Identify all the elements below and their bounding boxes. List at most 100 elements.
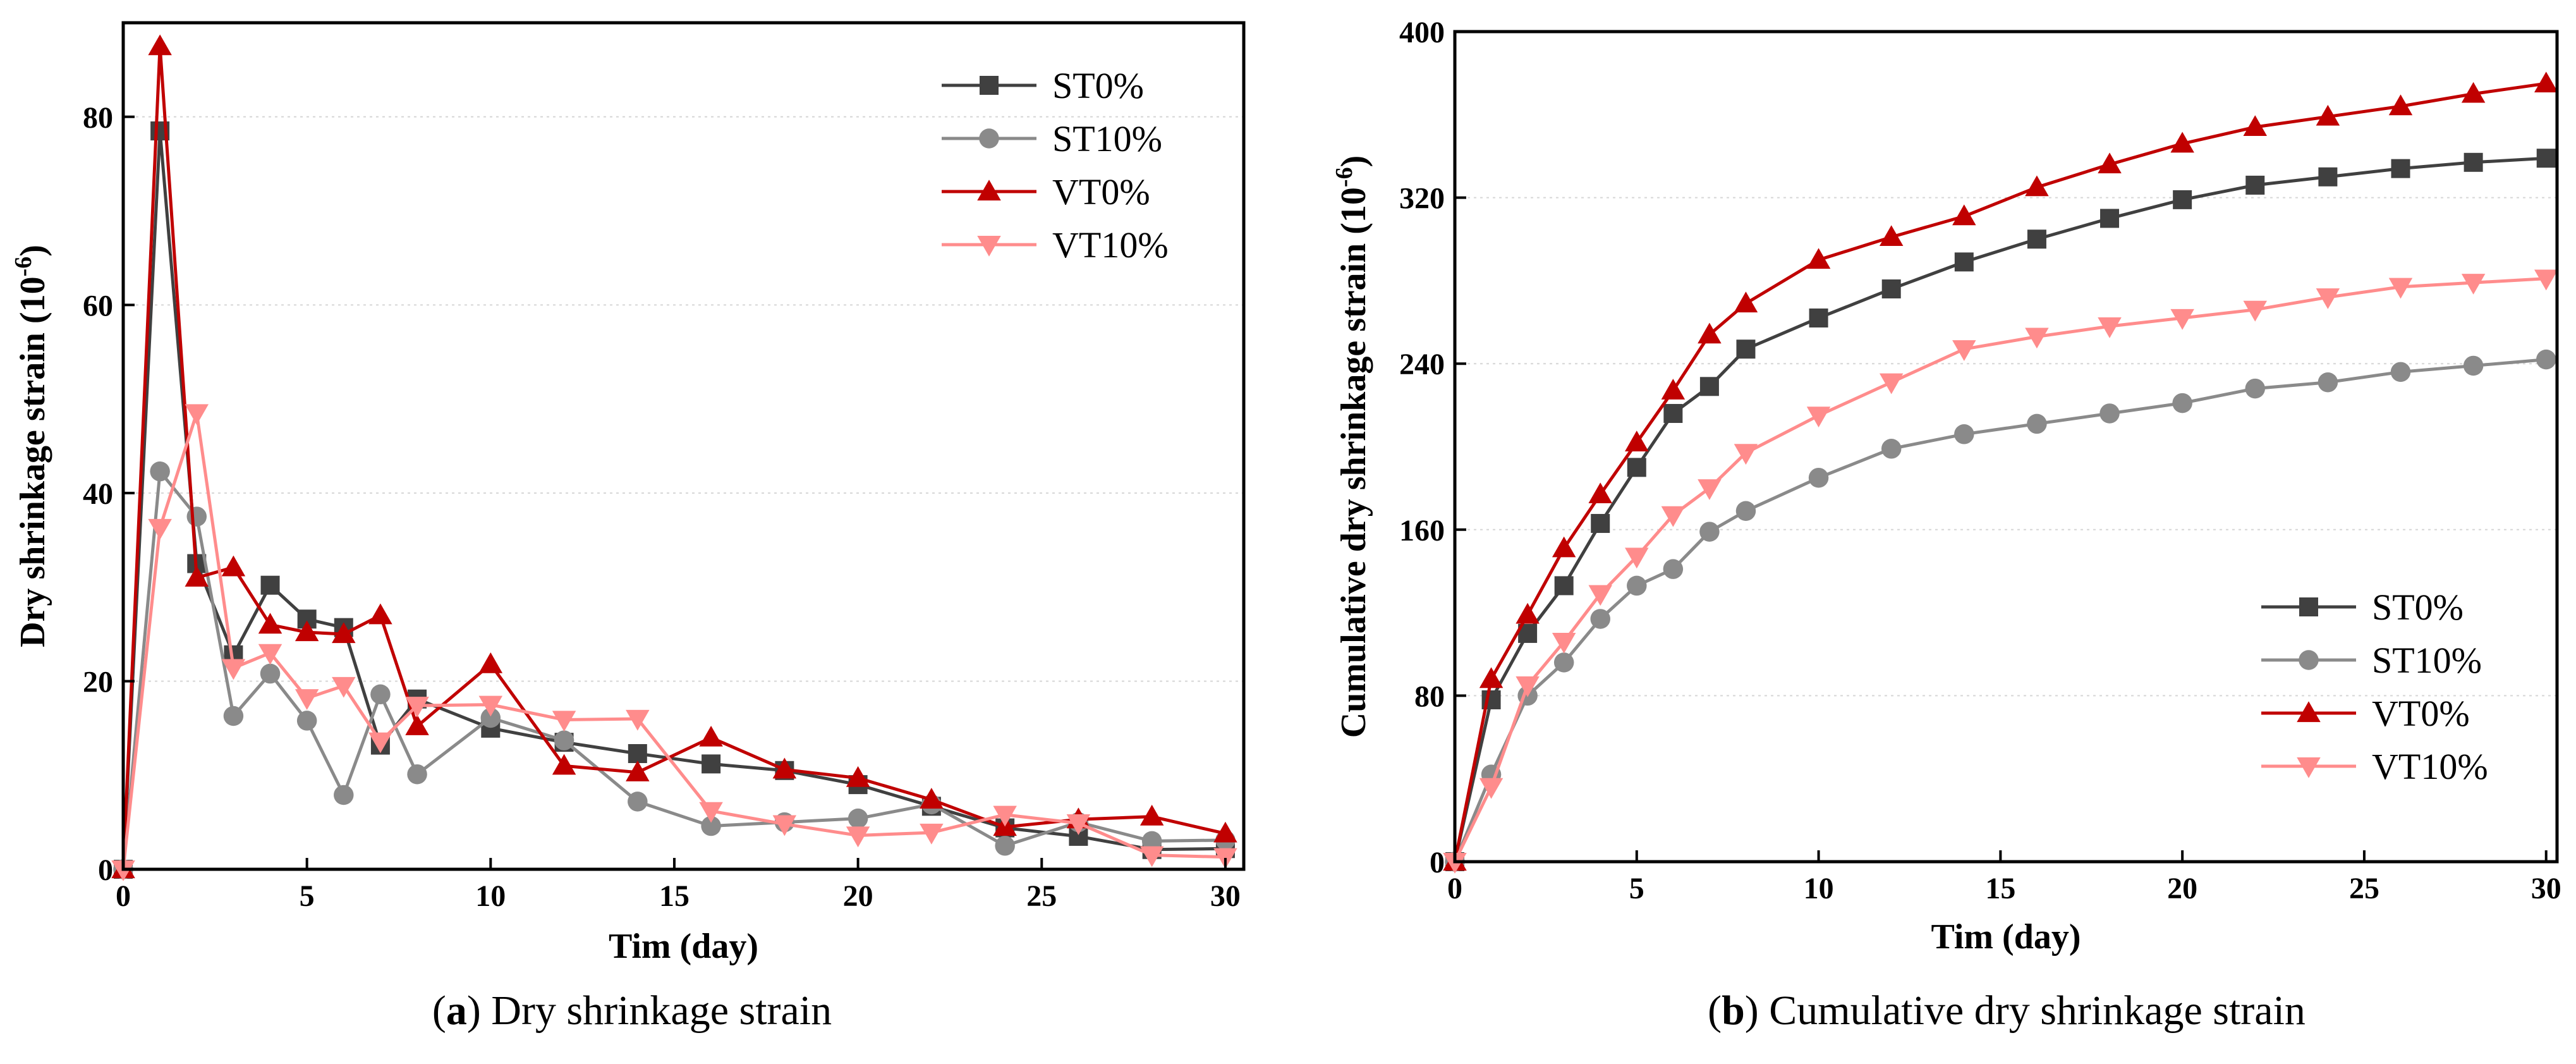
series-line-VT0% xyxy=(1453,82,2547,862)
data-point-ST0% xyxy=(2245,175,2265,195)
data-point-VT0% xyxy=(185,566,209,587)
data-point-ST0% xyxy=(2536,149,2556,168)
data-point-VT0% xyxy=(2025,175,2049,197)
data-point-ST10% xyxy=(2172,393,2192,413)
data-point-ST10% xyxy=(1735,501,1756,522)
y-tick-label: 0 xyxy=(98,853,113,887)
data-point-VT10% xyxy=(185,404,209,425)
x-tick-label: 10 xyxy=(475,879,506,913)
data-point-ST10% xyxy=(1627,575,1647,596)
panel-a-chart: 0 5 10 15 20 25 30 0 20 40 60 80 Tim (day) Dry shrink… xyxy=(10,21,1246,1034)
x-tick-label: 25 xyxy=(2349,872,2379,905)
data-point-VT0% xyxy=(1552,536,1576,558)
panel-caption: (a) Dry shrinkage strain xyxy=(432,988,832,1034)
legend-marker-ST10% xyxy=(2299,650,2319,670)
legend-marker-VT0% xyxy=(2297,701,2321,723)
panel-b-chart: 0 5 10 15 20 25 30 0 80 160 240 320 400 Tim (day) Cumu… xyxy=(1331,16,2561,1034)
data-point-VT10% xyxy=(1806,407,1831,428)
data-point-VT0% xyxy=(1213,821,1237,843)
data-point-ST10% xyxy=(260,663,281,684)
data-point-ST10% xyxy=(1663,559,1684,579)
data-point-ST0% xyxy=(1554,576,1574,596)
y-tick-label: 0 xyxy=(1430,846,1445,879)
data-point-VT0% xyxy=(1806,248,1831,269)
data-point-VT0% xyxy=(1879,225,1904,247)
data-point-ST0% xyxy=(260,575,280,595)
legend-label-VT0%: VT0% xyxy=(2372,693,2470,734)
data-point-VT10% xyxy=(920,823,944,845)
data-point-ST10% xyxy=(701,816,721,836)
data-point-VT10% xyxy=(1734,444,1758,465)
data-point-ST10% xyxy=(2463,355,2484,376)
y-axis-label: Cumulative dry shrinkage strain (10-6) xyxy=(1331,156,1373,738)
data-point-VT10% xyxy=(2170,309,2194,330)
data-point-VT10% xyxy=(332,676,356,698)
series-line-VT0% xyxy=(121,46,1226,870)
data-point-VT0% xyxy=(1588,482,1612,504)
legend-marker-VT10% xyxy=(977,235,1001,257)
data-point-ST10% xyxy=(995,836,1015,856)
data-point-ST0% xyxy=(628,744,647,764)
x-tick-label: 0 xyxy=(116,879,131,913)
data-point-ST0% xyxy=(1881,279,1901,299)
data-point-VT10% xyxy=(1552,632,1576,654)
data-point-VT10% xyxy=(221,659,246,680)
data-point-ST10% xyxy=(1590,609,1610,629)
legend-label-ST0%: ST0% xyxy=(2372,587,2464,628)
x-tick-label: 25 xyxy=(1026,879,1057,913)
data-point-VT10% xyxy=(1879,373,1904,394)
legend-marker-ST0% xyxy=(980,76,999,95)
data-point-VT10% xyxy=(993,805,1017,827)
data-point-VT0% xyxy=(1516,602,1540,624)
data-point-VT10% xyxy=(2388,278,2413,299)
data-point-ST10% xyxy=(150,461,170,482)
data-point-VT10% xyxy=(1625,547,1649,569)
data-point-ST10% xyxy=(848,808,868,829)
data-point-VT10% xyxy=(846,826,870,848)
data-point-ST0% xyxy=(702,754,721,774)
data-point-VT0% xyxy=(2098,152,2122,174)
data-point-VT0% xyxy=(2243,115,2268,137)
data-point-ST0% xyxy=(2318,167,2338,187)
data-point-VT0% xyxy=(148,34,172,56)
data-point-ST10% xyxy=(370,684,391,705)
x-axis-label: Tim (day) xyxy=(1931,917,2081,957)
legend-marker-ST0% xyxy=(2299,597,2318,616)
legend-label-ST10%: ST10% xyxy=(1052,118,1162,159)
data-point-ST10% xyxy=(1954,424,1974,444)
data-point-VT10% xyxy=(295,689,319,710)
data-point-VT0% xyxy=(2461,82,2486,103)
data-point-ST0% xyxy=(1954,252,1974,272)
legend-marker-ST10% xyxy=(979,128,999,149)
data-point-VT0% xyxy=(1625,431,1649,451)
y-tick-label: 80 xyxy=(83,101,113,135)
data-point-ST0% xyxy=(1591,513,1610,533)
data-point-VT0% xyxy=(699,725,723,747)
data-point-VT10% xyxy=(368,732,392,754)
data-point-VT0% xyxy=(258,613,283,634)
data-point-ST10% xyxy=(2536,349,2556,370)
data-point-VT10% xyxy=(405,697,429,718)
data-point-VT0% xyxy=(368,603,392,625)
series-line-ST0% xyxy=(121,130,1225,870)
data-point-VT0% xyxy=(772,757,797,779)
data-point-ST10% xyxy=(186,506,207,527)
legend: ST0% ST10% VT0% VT10% xyxy=(942,65,1169,266)
data-point-VT0% xyxy=(1479,667,1504,688)
data-point-ST10% xyxy=(1808,467,1829,488)
series-line-ST10% xyxy=(121,467,1225,870)
plot-frame xyxy=(1453,30,2559,864)
data-point-VT10% xyxy=(2316,288,2340,309)
data-point-VT10% xyxy=(2461,274,2486,295)
data-point-VT0% xyxy=(920,788,944,809)
data-point-ST10% xyxy=(2318,372,2338,393)
data-point-VT0% xyxy=(295,620,319,642)
data-point-VT0% xyxy=(221,555,246,577)
data-point-VT10% xyxy=(552,711,576,732)
legend: ST0% ST10% VT0% VT10% xyxy=(2261,587,2488,787)
data-point-ST0% xyxy=(1627,458,1646,477)
data-point-ST10% xyxy=(2027,413,2047,434)
x-tick-label: 0 xyxy=(1447,872,1462,905)
data-point-VT10% xyxy=(1139,846,1164,867)
